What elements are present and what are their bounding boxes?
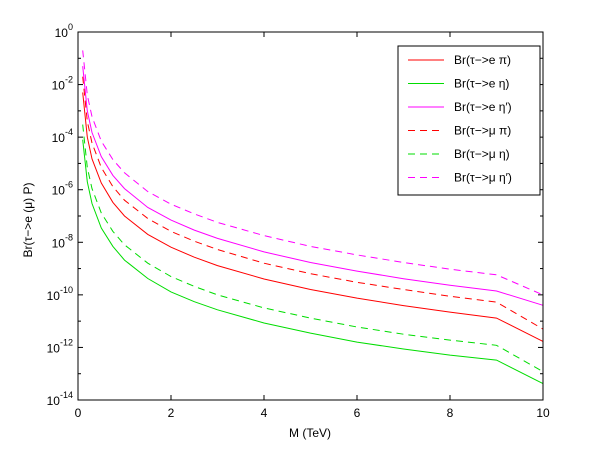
legend-label: Br(τ−>μ π) xyxy=(454,124,511,138)
x-tick-label: 8 xyxy=(447,406,454,420)
series-line-1 xyxy=(82,92,544,342)
series-line-4 xyxy=(82,76,544,330)
legend: Br(τ−>e π) Br(τ−>e η) Br(τ−>e η′) Br(τ−>μ π… xyxy=(397,45,541,196)
x-tick-label: 2 xyxy=(168,406,175,420)
y-tick-label: 10-2 xyxy=(52,75,73,93)
y-tick-label: 10-12 xyxy=(47,337,73,355)
series-line-2 xyxy=(82,139,544,385)
legend-label: Br(τ−>e π) xyxy=(454,53,511,67)
series-layer xyxy=(82,50,544,385)
legend-label: Br(τ−>μ η′) xyxy=(454,171,512,185)
legend-box xyxy=(397,45,541,196)
y-tick-label: 10-14 xyxy=(47,390,73,408)
y-axis-label: Br(τ−>e (μ) P) xyxy=(21,182,35,257)
legend-label: Br(τ−>e η) xyxy=(454,77,509,91)
y-tick-label: 10-6 xyxy=(52,180,73,198)
x-tick-label: 4 xyxy=(261,406,268,420)
x-tick-label: 0 xyxy=(75,406,82,420)
x-tick-label: 6 xyxy=(354,406,361,420)
y-tick-label: 10-10 xyxy=(47,285,73,303)
y-tick-label: 10-4 xyxy=(52,127,73,145)
legend-label: Br(τ−>e η′) xyxy=(454,100,512,114)
y-tick-label: 100 xyxy=(55,22,73,40)
y-tick-label: 10-8 xyxy=(52,232,73,250)
axes-layer: 0 2 4 6 8 10 100 10-2 10-4 10-6 10-8 10-10 10-12 10-1… xyxy=(47,22,550,420)
series-line-3 xyxy=(82,66,544,306)
x-tick-label: 10 xyxy=(536,406,550,420)
legend-label: Br(τ−>μ η) xyxy=(454,147,510,161)
x-axis-label: M (TeV) xyxy=(289,426,331,440)
series-line-6 xyxy=(82,50,544,296)
